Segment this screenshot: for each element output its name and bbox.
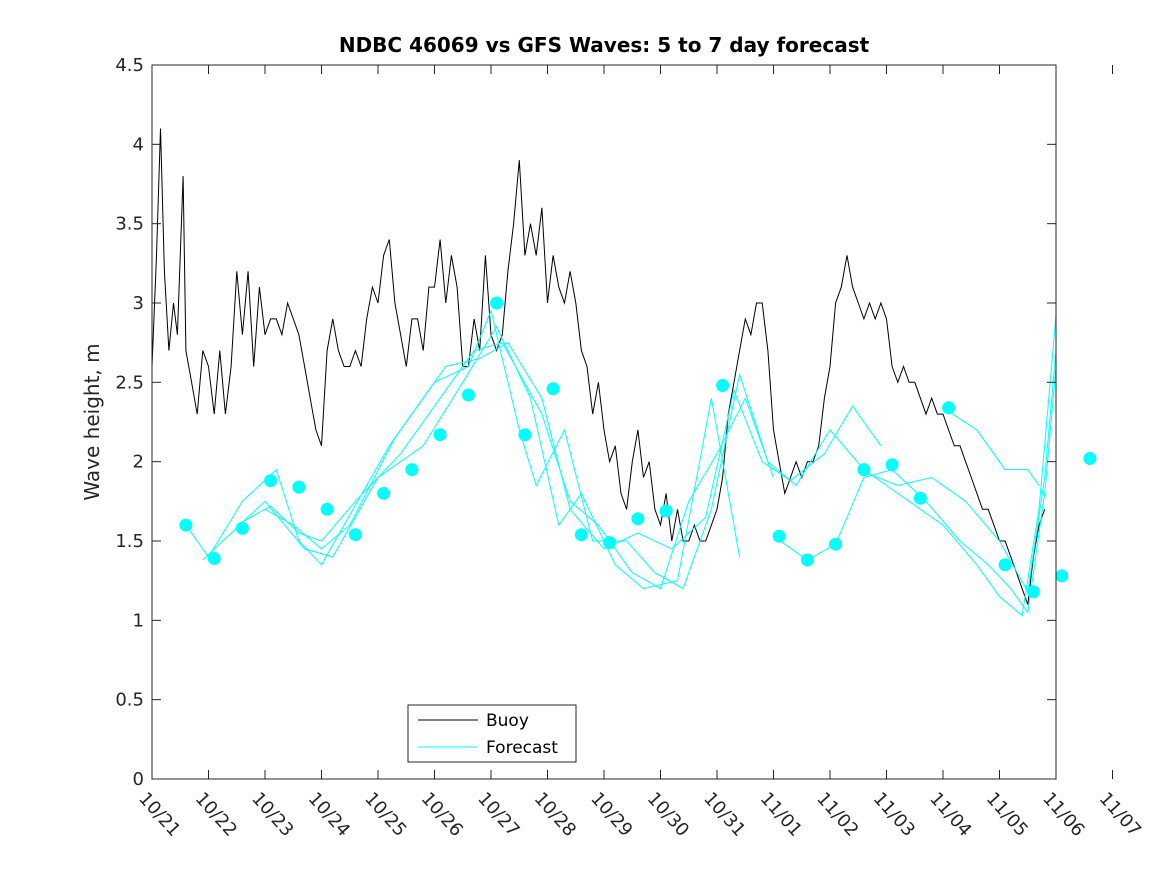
y-tick-label-2: 1 bbox=[133, 610, 144, 631]
forecast-marker-2 bbox=[235, 521, 249, 535]
x-tick-label-13: 11/03 bbox=[869, 788, 919, 841]
forecast-marker-0 bbox=[179, 518, 193, 532]
y-tick-label-3: 1.5 bbox=[115, 531, 144, 552]
forecast-marker-19 bbox=[772, 529, 786, 543]
series-layer bbox=[151, 128, 1097, 617]
forecast-line-0 bbox=[185, 309, 1057, 617]
x-tick-label-0: 10/21 bbox=[134, 788, 184, 841]
y-tick-label-0: 0 bbox=[133, 769, 144, 790]
forecast-marker-23 bbox=[885, 458, 899, 472]
forecast-marker-8 bbox=[405, 463, 419, 477]
y-tick-label-1: 0.5 bbox=[115, 690, 144, 711]
x-tick-label-2: 10/23 bbox=[247, 788, 297, 841]
x-tick-label-7: 10/28 bbox=[530, 788, 580, 841]
x-tick-label-4: 10/25 bbox=[360, 788, 410, 841]
x-tick-label-10: 10/31 bbox=[699, 788, 749, 841]
legend-buoy-label: Buoy bbox=[486, 711, 529, 731]
forecast-marker-29 bbox=[1083, 452, 1097, 465]
forecast-line-3 bbox=[264, 342, 882, 550]
forecast-marker-18 bbox=[716, 379, 730, 392]
forecast-marker-25 bbox=[942, 401, 956, 415]
y-tick-label-4: 2 bbox=[133, 452, 144, 473]
forecast-marker-9 bbox=[433, 428, 447, 442]
forecast-marker-10 bbox=[461, 388, 475, 402]
forecast-marker-14 bbox=[574, 528, 588, 542]
x-tick-label-5: 10/26 bbox=[417, 788, 467, 841]
buoy-line bbox=[151, 128, 1046, 605]
forecast-marker-21 bbox=[829, 537, 843, 551]
forecast-marker-26 bbox=[998, 558, 1012, 572]
x-tick-label-3: 10/24 bbox=[304, 788, 354, 841]
legend-forecast-label: Forecast bbox=[486, 738, 558, 758]
x-tick-label-15: 11/05 bbox=[982, 788, 1032, 841]
forecast-line-5 bbox=[858, 350, 1057, 594]
forecast-marker-11 bbox=[490, 296, 504, 310]
forecast-marker-1 bbox=[207, 552, 221, 565]
forecast-marker-22 bbox=[857, 463, 871, 477]
x-tick-label-16: 11/06 bbox=[1038, 788, 1088, 841]
y-axis-label: Wave height, m bbox=[80, 343, 104, 500]
y-tick-label-5: 2.5 bbox=[115, 372, 144, 393]
forecast-marker-3 bbox=[264, 474, 278, 488]
forecast-marker-15 bbox=[603, 536, 617, 550]
forecast-marker-24 bbox=[913, 491, 927, 505]
plot-background bbox=[152, 65, 1056, 779]
legend-box bbox=[407, 704, 577, 763]
chart-title: NDBC 46069 vs GFS Waves: 5 to 7 day fore… bbox=[339, 33, 870, 57]
x-tick-label-9: 10/30 bbox=[643, 788, 693, 841]
x-tick-label-17: 11/07 bbox=[1095, 788, 1145, 841]
x-tick-label-6: 10/27 bbox=[473, 788, 523, 841]
x-tick-label-11: 11/01 bbox=[756, 788, 806, 841]
y-tick-label-7: 3.5 bbox=[115, 214, 144, 235]
forecast-marker-4 bbox=[292, 480, 306, 494]
y-tick-label-8: 4 bbox=[133, 134, 144, 155]
forecast-marker-5 bbox=[320, 502, 334, 516]
forecast-marker-12 bbox=[518, 428, 532, 442]
forecast-marker-6 bbox=[348, 528, 362, 542]
x-tick-label-12: 11/02 bbox=[812, 788, 862, 841]
y-tick-label-6: 3 bbox=[133, 293, 144, 314]
forecast-marker-16 bbox=[631, 512, 645, 526]
forecast-marker-20 bbox=[800, 553, 814, 567]
forecast-line-6 bbox=[942, 407, 1040, 486]
x-tick-label-8: 10/29 bbox=[586, 788, 636, 841]
forecast-marker-27 bbox=[1026, 585, 1040, 599]
y-tick-label-9: 4.5 bbox=[115, 55, 144, 76]
legend: Buoy Forecast bbox=[407, 704, 577, 763]
forecast-marker-7 bbox=[377, 486, 391, 500]
forecast-line-2 bbox=[236, 342, 774, 590]
forecast-marker-28 bbox=[1055, 569, 1069, 583]
x-tick-label-14: 11/04 bbox=[925, 788, 975, 841]
forecast-marker-13 bbox=[546, 382, 560, 396]
x-tick-label-1: 10/22 bbox=[191, 788, 241, 841]
forecast-marker-17 bbox=[659, 504, 673, 518]
